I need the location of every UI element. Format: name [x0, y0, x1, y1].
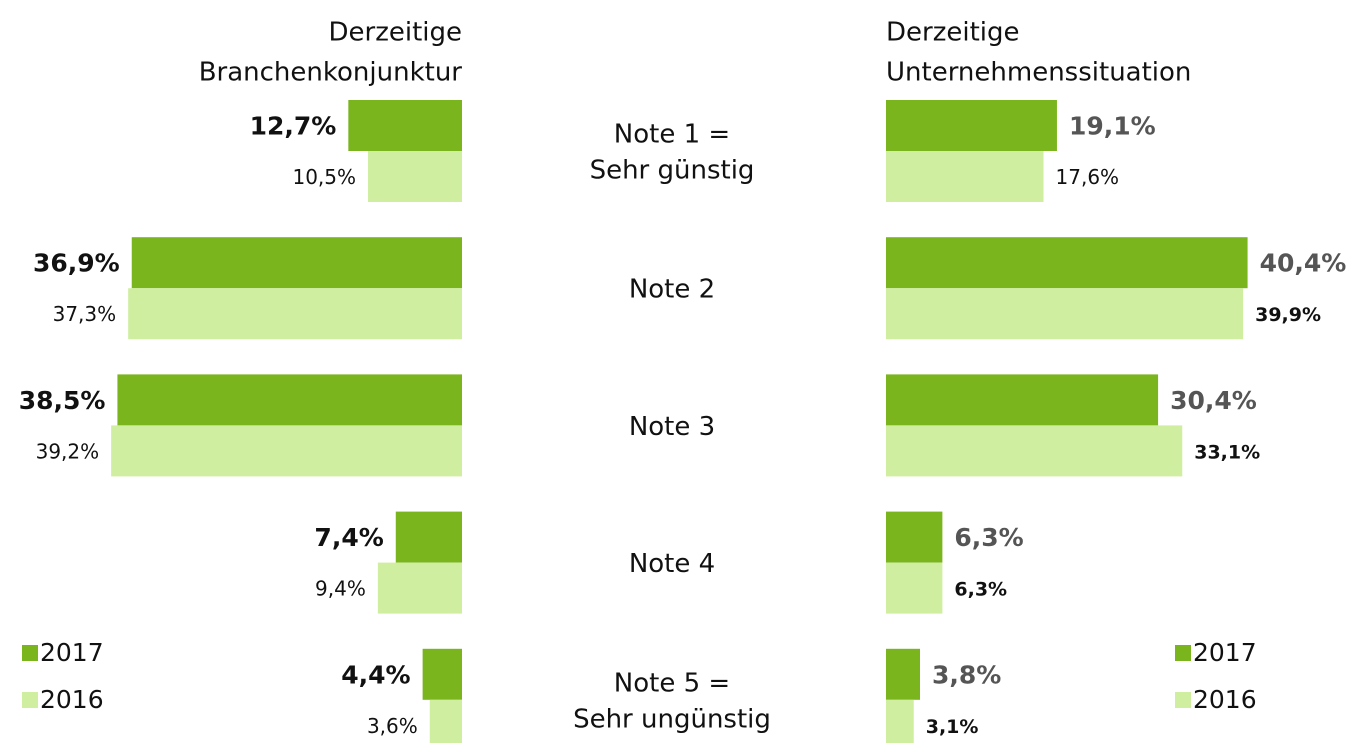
panel-title: Derzeitige [886, 18, 1020, 48]
value-label: 30,4% [1170, 386, 1257, 415]
panel-title: Branchenkonjunktur [199, 58, 463, 88]
bar [886, 100, 1057, 151]
value-label: 3,8% [932, 660, 1001, 689]
bar [886, 562, 943, 614]
category-label: Note 3 [629, 412, 715, 442]
category-label: Note 1 = [614, 120, 730, 150]
value-label: 38,5% [19, 386, 106, 415]
bar [128, 288, 463, 340]
bar [886, 699, 914, 743]
value-label: 4,4% [341, 660, 410, 689]
value-label: 39,9% [1255, 304, 1321, 326]
value-label: 39,2% [36, 439, 100, 463]
value-label: 12,7% [250, 112, 337, 141]
category-label: Sehr ungünstig [573, 704, 771, 734]
legend-swatch [22, 692, 38, 708]
bar [886, 374, 1159, 426]
value-label: 6,3% [954, 579, 1007, 601]
bar [111, 425, 462, 477]
legend-label: 2016 [1193, 685, 1257, 714]
legend-label: 2016 [40, 685, 104, 714]
legend-swatch [22, 645, 38, 661]
value-label: 40,4% [1260, 249, 1347, 278]
panel: Derzeitige Branchenkonjunktur 12,7% 36,9% 38… [19, 18, 771, 743]
bar [886, 648, 921, 700]
bar [377, 562, 462, 614]
value-label: 3,6% [367, 714, 418, 738]
bar [886, 237, 1248, 289]
bar [117, 374, 463, 426]
bar [348, 100, 462, 151]
legend-swatch [1175, 692, 1191, 708]
bar [131, 237, 462, 289]
category-label: Note 5 = [614, 668, 730, 698]
value-label: 37,3% [53, 302, 117, 326]
bar [886, 425, 1183, 477]
value-label: 17,6% [1056, 165, 1120, 189]
value-label: 33,1% [1194, 441, 1260, 463]
value-label: 7,4% [314, 523, 383, 552]
category-label: Note 4 [629, 549, 715, 579]
panel: Derzeitige Unternehmenssituation 19,1% 40,4… [886, 18, 1346, 743]
category-label: Note 2 [629, 275, 715, 305]
bar [395, 511, 462, 563]
value-label: 36,9% [33, 249, 120, 278]
category-label: Sehr günstig [590, 156, 755, 186]
value-label: 9,4% [315, 577, 366, 601]
bar [368, 151, 462, 202]
value-label: 19,1% [1069, 112, 1156, 141]
value-label: 3,1% [926, 716, 979, 738]
bar [886, 151, 1044, 202]
bar [422, 648, 462, 700]
bar [886, 288, 1244, 340]
panel-title: Derzeitige [329, 18, 463, 48]
legend-swatch [1175, 645, 1191, 661]
value-label: 6,3% [954, 523, 1023, 552]
panel-title: Unternehmenssituation [886, 58, 1191, 88]
value-label: 10,5% [292, 165, 356, 189]
bar [886, 511, 943, 563]
legend-label: 2017 [1193, 638, 1257, 667]
bar [429, 699, 462, 743]
legend-label: 2017 [40, 638, 104, 667]
